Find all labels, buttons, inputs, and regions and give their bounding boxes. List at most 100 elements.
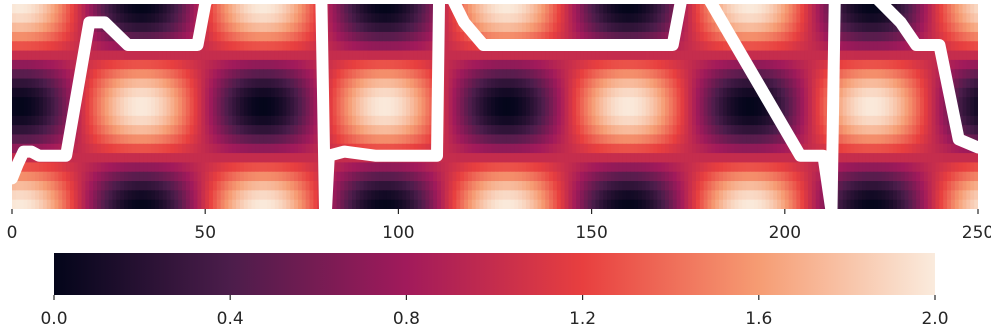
heatmap-cell	[290, 31, 295, 42]
heatmap-cell	[730, 143, 736, 154]
heatmap-cell	[583, 106, 589, 117]
heatmap-cell	[800, 106, 805, 117]
heatmap-cell	[429, 69, 434, 80]
heatmap-cell	[784, 162, 790, 173]
heatmap-cell	[54, 162, 59, 173]
heatmap-cell	[865, 4, 871, 14]
heatmap-cell	[580, 13, 585, 24]
heatmap-cell	[815, 106, 821, 117]
heatmap-cell	[413, 31, 419, 42]
heatmap-cell	[823, 50, 828, 61]
heatmap-cell	[15, 125, 21, 136]
heatmap-cell	[773, 69, 778, 80]
heatmap-cell	[676, 78, 682, 89]
heatmap-cell	[97, 153, 102, 164]
heatmap-cell	[607, 153, 612, 164]
heatmap-cell	[255, 59, 260, 70]
heatmap-cell	[382, 106, 388, 117]
heatmap-cell	[680, 78, 685, 89]
heatmap-cell	[39, 78, 44, 89]
heatmap-cell	[394, 87, 399, 98]
heatmap-cell	[819, 106, 825, 117]
heatmap-cell	[154, 50, 160, 61]
heatmap-cell	[294, 78, 299, 89]
heatmap-cell	[340, 4, 345, 14]
heatmap-cell	[811, 125, 817, 136]
heatmap-cell	[495, 97, 500, 108]
heatmap-cell	[421, 87, 427, 98]
heatmap-cell	[328, 69, 334, 80]
heatmap-cell	[815, 125, 821, 136]
heatmap-cell	[792, 181, 797, 191]
heatmap-cell	[587, 87, 593, 98]
heatmap-cell	[201, 87, 206, 98]
heatmap-cell	[549, 143, 554, 154]
heatmap-cell	[862, 181, 867, 191]
heatmap-cell	[309, 125, 314, 136]
heatmap-cell	[610, 59, 616, 70]
heatmap-cell	[301, 106, 307, 117]
heatmap-cell	[695, 31, 701, 42]
heatmap-cell	[607, 134, 612, 145]
heatmap-cell	[591, 143, 597, 154]
heatmap-cell	[618, 22, 624, 33]
heatmap-cell	[267, 181, 272, 191]
heatmap-cell	[753, 50, 759, 61]
heatmap-cell	[796, 13, 801, 24]
heatmap-cell	[112, 106, 117, 117]
heatmap-cell	[715, 87, 720, 98]
heatmap-cell	[209, 134, 214, 145]
heatmap-cell	[703, 125, 709, 136]
heatmap-cell	[684, 125, 689, 136]
heatmap-cell	[966, 97, 971, 108]
heatmap-cell	[672, 69, 678, 80]
heatmap-cell	[533, 153, 539, 164]
heatmap-cell	[290, 78, 295, 89]
heatmap-cell	[220, 4, 226, 14]
heatmap-cell	[336, 106, 342, 117]
heatmap-cell	[305, 69, 311, 80]
heatmap-cell	[62, 87, 67, 98]
heatmap-cell	[50, 13, 56, 24]
heatmap-cell	[456, 59, 461, 70]
heatmap-cell	[923, 171, 929, 182]
heatmap-cell	[927, 143, 933, 154]
heatmap-cell	[920, 115, 925, 126]
heatmap-cell	[649, 153, 655, 164]
heatmap-cell	[502, 106, 508, 117]
heatmap-cell	[46, 69, 52, 80]
heatmap-cell	[62, 22, 67, 33]
heatmap-cell	[641, 171, 647, 182]
heatmap-cell	[916, 125, 921, 136]
heatmap-cell	[842, 153, 848, 164]
heatmap-cell	[467, 181, 473, 191]
heatmap-cell	[425, 31, 430, 42]
heatmap-cell	[73, 4, 79, 14]
heatmap-cell	[564, 153, 570, 164]
heatmap-cell	[239, 87, 245, 98]
heatmap-cell	[885, 87, 890, 98]
heatmap-cell	[533, 143, 539, 154]
heatmap-cell	[185, 50, 191, 61]
heatmap-cell	[139, 50, 144, 61]
heatmap-cell	[931, 125, 937, 136]
heatmap-cell	[753, 31, 759, 42]
heatmap-cell	[112, 87, 117, 98]
heatmap-cell	[641, 78, 647, 89]
heatmap-cell	[348, 162, 353, 173]
heatmap-cell	[711, 59, 716, 70]
heatmap-cell	[154, 97, 160, 108]
heatmap-cell	[923, 97, 929, 108]
heatmap-cell	[800, 13, 805, 24]
heatmap-cell	[491, 181, 496, 191]
heatmap-cell	[846, 153, 852, 164]
heatmap-cell	[355, 31, 361, 42]
heatmap-cell	[722, 125, 728, 136]
heatmap-cell	[42, 87, 48, 98]
heatmap-cell	[81, 171, 87, 182]
heatmap-cell	[116, 50, 121, 61]
heatmap-cell	[865, 143, 871, 154]
heatmap-cell	[166, 153, 172, 164]
heatmap-cell	[804, 134, 809, 145]
heatmap-cell	[406, 171, 411, 182]
